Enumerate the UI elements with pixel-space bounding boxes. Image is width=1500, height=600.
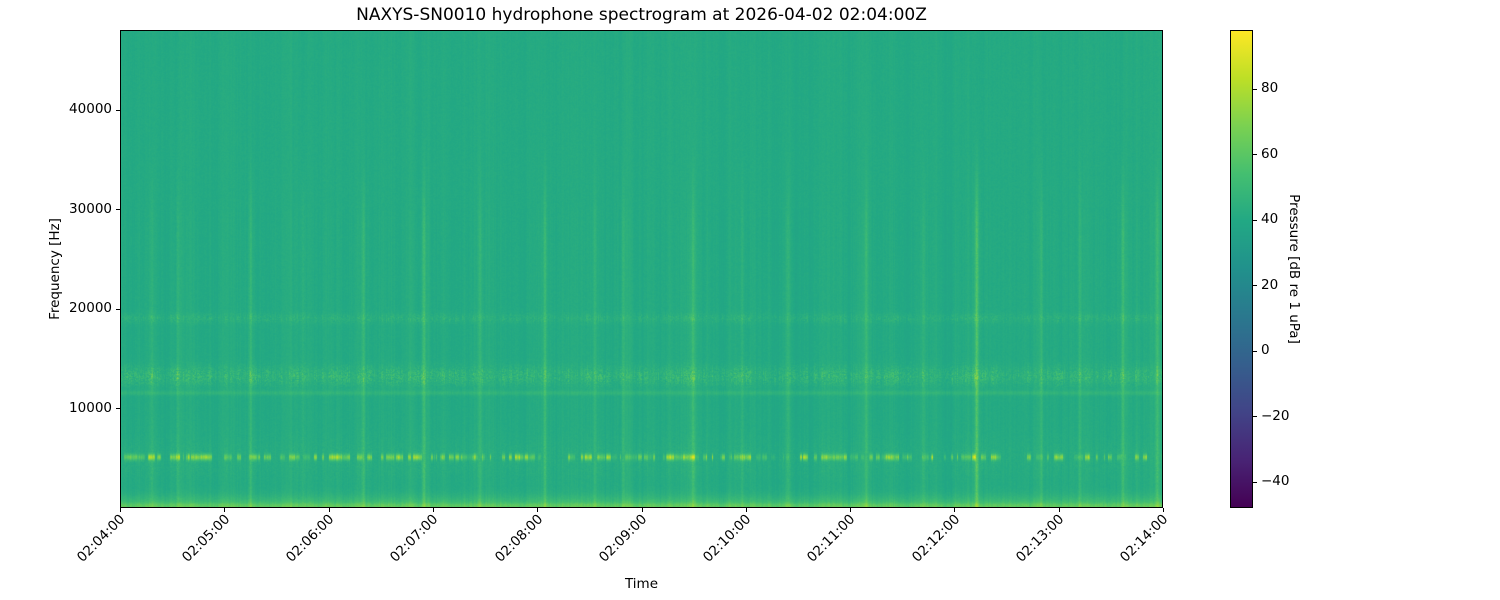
y-tick-label: 40000 <box>69 101 112 118</box>
x-axis-label: Time <box>624 576 659 592</box>
colorbar-tick-mark <box>1253 88 1257 90</box>
x-tick-mark <box>1058 508 1060 512</box>
y-tick-mark <box>116 109 120 111</box>
colorbar-tick-label: 60 <box>1261 145 1279 162</box>
y-tick-label: 30000 <box>69 200 112 217</box>
spectrogram-heatmap <box>120 30 1163 508</box>
x-tick-label: 02:06:00 <box>283 511 338 566</box>
y-tick-label: 10000 <box>69 399 112 416</box>
colorbar-tick-label: 20 <box>1261 276 1279 293</box>
colorbar-tick-mark <box>1253 219 1257 221</box>
y-tick-label: 20000 <box>69 300 112 317</box>
x-tick-label: 02:10:00 <box>700 511 755 566</box>
x-tick-mark <box>745 508 747 512</box>
x-tick-label: 02:14:00 <box>1117 511 1172 566</box>
x-tick-label: 02:13:00 <box>1013 511 1068 566</box>
y-tick-mark <box>116 408 120 410</box>
x-tick-label: 02:04:00 <box>74 511 129 566</box>
x-tick-mark <box>328 508 330 512</box>
x-tick-label: 02:11:00 <box>804 511 859 566</box>
x-tick-label: 02:09:00 <box>595 511 651 566</box>
y-tick-mark <box>116 209 120 211</box>
x-tick-mark <box>537 508 539 512</box>
colorbar-tick-label: 40 <box>1261 211 1279 228</box>
colorbar-tick-label: −40 <box>1261 473 1290 490</box>
x-tick-mark <box>1163 508 1164 512</box>
colorbar-tick-label: 80 <box>1261 80 1279 97</box>
x-tick-label: 02:07:00 <box>387 511 442 566</box>
x-tick-mark <box>432 508 434 512</box>
colorbar-tick-label: 0 <box>1261 342 1270 359</box>
chart-title: NAXYS-SN0010 hydrophone spectrogram at 2… <box>356 5 927 25</box>
colorbar-tick-mark <box>1253 154 1257 156</box>
x-tick-mark <box>224 508 226 512</box>
x-tick-label: 02:05:00 <box>178 511 233 566</box>
y-tick-mark <box>116 308 120 310</box>
colorbar-label: Pressure [dB re 1 uPa] <box>1286 194 1302 344</box>
y-axis-label: Frequency [Hz] <box>47 218 63 320</box>
colorbar-tick-mark <box>1253 416 1257 418</box>
x-tick-mark <box>120 508 121 512</box>
colorbar-tick-mark <box>1253 285 1257 287</box>
colorbar <box>1230 30 1253 508</box>
x-tick-mark <box>641 508 643 512</box>
colorbar-tick-mark <box>1253 481 1257 483</box>
x-tick-label: 02:12:00 <box>908 511 963 566</box>
x-tick-label: 02:08:00 <box>491 511 546 566</box>
x-tick-mark <box>954 508 956 512</box>
colorbar-tick-label: −20 <box>1261 407 1290 424</box>
colorbar-tick-mark <box>1253 350 1257 352</box>
x-tick-mark <box>850 508 852 512</box>
